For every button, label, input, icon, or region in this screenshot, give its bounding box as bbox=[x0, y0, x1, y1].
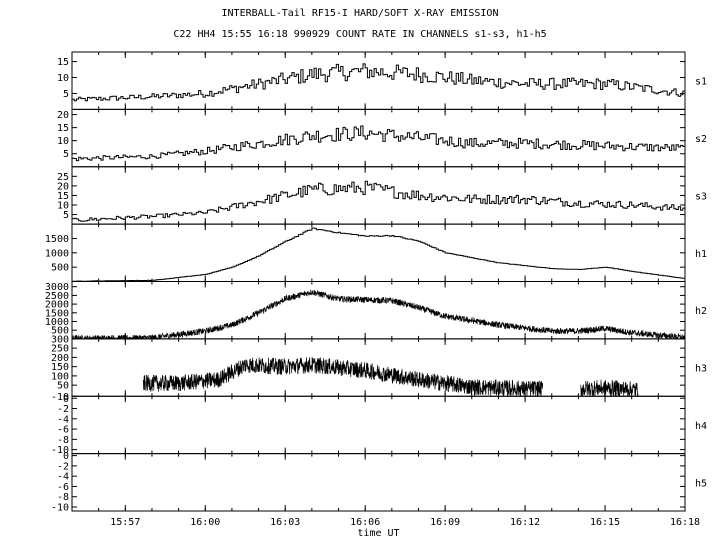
panel-frame-s3 bbox=[71, 166, 686, 225]
channel-label-h1: h1 bbox=[695, 249, 707, 260]
ytick-label-s3: 10 bbox=[57, 201, 69, 212]
ytick-label-h4: -4 bbox=[57, 414, 69, 425]
ytick-label-s3: 15 bbox=[57, 191, 69, 202]
ytick-label-h2: 1500 bbox=[45, 308, 69, 319]
channel-label-h4: h4 bbox=[695, 421, 707, 432]
ytick-label-h2: 1000 bbox=[45, 317, 69, 328]
ytick-label-h5: -8 bbox=[57, 492, 69, 503]
xtick-label: 16:12 bbox=[510, 517, 540, 528]
channel-label-h5: h5 bbox=[695, 478, 707, 489]
ytick-label-h4: -10 bbox=[51, 445, 69, 456]
panel-frame-s2 bbox=[71, 108, 686, 168]
ytick-label-h5: -4 bbox=[57, 472, 69, 483]
ytick-label-h4: -6 bbox=[57, 425, 69, 436]
ytick-label-h5: -2 bbox=[57, 461, 69, 472]
ytick-label-h1: 1500 bbox=[45, 234, 69, 245]
channel-label-h2: h2 bbox=[695, 306, 707, 317]
ytick-label-s1: 10 bbox=[57, 73, 69, 84]
series-line-s3 bbox=[72, 180, 686, 222]
channel-label-h3: h3 bbox=[695, 364, 707, 375]
ytick-label-h5: -10 bbox=[51, 503, 69, 514]
panel-frame-h4 bbox=[71, 395, 686, 455]
panel-frame-h1 bbox=[71, 223, 686, 282]
ytick-label-s2: 5 bbox=[63, 149, 69, 160]
xtick-label: 15:57 bbox=[110, 517, 140, 528]
series-line-h1 bbox=[72, 227, 686, 282]
ytick-label-h5: -6 bbox=[57, 482, 69, 493]
channel-label-s3: s3 bbox=[695, 191, 707, 202]
ytick-label-h2: 2000 bbox=[45, 300, 69, 311]
xtick-label: 16:15 bbox=[590, 517, 620, 528]
chart-subtitle: C22 HH4 15:55 16:18 990929 COUNT RATE IN… bbox=[173, 29, 547, 40]
series-line-h2 bbox=[71, 289, 686, 341]
xtick-label: 16:18 bbox=[670, 517, 700, 528]
panel-frame-s1 bbox=[71, 51, 686, 110]
ytick-label-h3: 150 bbox=[51, 362, 69, 373]
ytick-label-h5: 0 bbox=[63, 451, 69, 462]
channel-label-s2: s2 bbox=[695, 134, 707, 145]
xtick-label: 16:03 bbox=[270, 517, 300, 528]
series-line-h3 bbox=[142, 356, 639, 398]
ytick-label-h3: 300 bbox=[51, 334, 69, 345]
ytick-label-h1: 500 bbox=[51, 263, 69, 274]
ytick-label-s1: 15 bbox=[57, 57, 69, 68]
ytick-label-h3: 200 bbox=[51, 353, 69, 364]
ytick-label-s1: 5 bbox=[63, 89, 69, 100]
xtick-label: 16:00 bbox=[190, 517, 220, 528]
ytick-label-h3: -10 bbox=[51, 392, 69, 403]
ytick-label-s2: 20 bbox=[57, 110, 69, 121]
ytick-label-h3: 100 bbox=[51, 371, 69, 382]
ytick-label-h2: 3000 bbox=[45, 282, 69, 293]
xtick-label: 16:09 bbox=[430, 517, 460, 528]
x-axis-label: time UT bbox=[357, 528, 399, 539]
series-line-s1 bbox=[72, 63, 686, 102]
ytick-label-s3: 25 bbox=[57, 172, 69, 183]
ytick-label-h2: 500 bbox=[51, 326, 69, 337]
ytick-label-h3: 50 bbox=[57, 381, 69, 392]
ytick-label-s2: 10 bbox=[57, 136, 69, 147]
ytick-label-h3: 250 bbox=[51, 344, 69, 355]
ytick-label-s3: 20 bbox=[57, 181, 69, 192]
chart-title: INTERBALL-Tail RF15-I HARD/SOFT X-RAY EM… bbox=[221, 8, 499, 19]
ytick-label-h4: 0 bbox=[63, 394, 69, 405]
ytick-label-s2: 15 bbox=[57, 123, 69, 134]
ytick-label-h4: -2 bbox=[57, 404, 69, 415]
panel-frame-h5 bbox=[71, 453, 686, 512]
ytick-label-h2: 2500 bbox=[45, 291, 69, 302]
ytick-label-h1: 1000 bbox=[45, 248, 69, 259]
ytick-label-s3: 5 bbox=[63, 210, 69, 221]
channel-label-s1: s1 bbox=[695, 77, 707, 88]
series-line-s2 bbox=[72, 125, 686, 162]
xtick-label: 16:06 bbox=[350, 517, 380, 528]
ytick-label-h4: -8 bbox=[57, 435, 69, 446]
